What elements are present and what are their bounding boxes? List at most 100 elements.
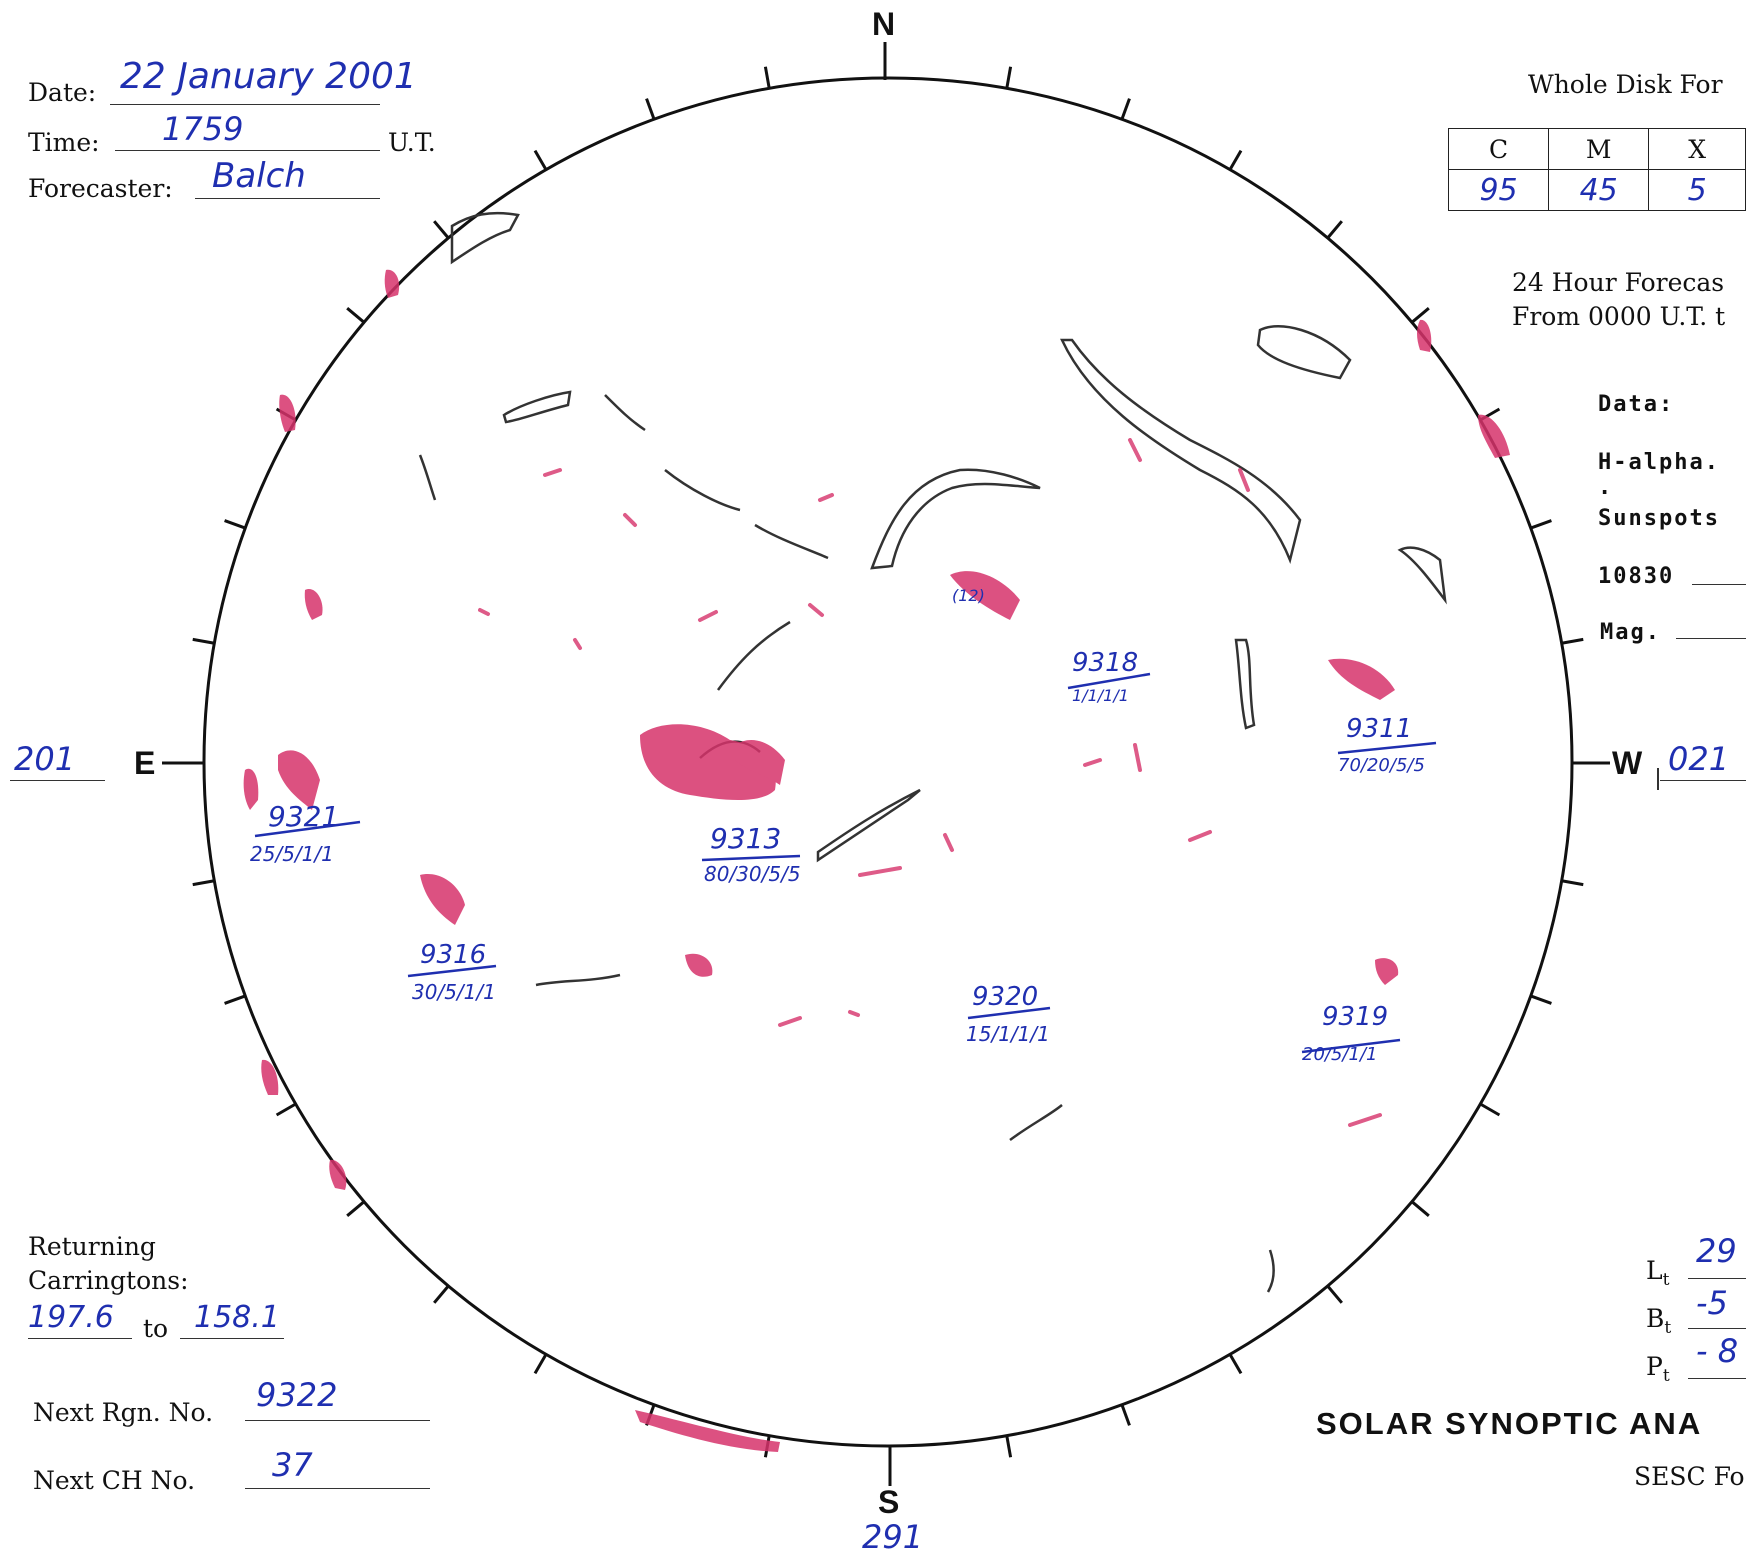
- filament-curve-3: [1009, 1104, 1063, 1142]
- bt-value: -5: [1696, 1284, 1728, 1322]
- limb-tick: [1530, 519, 1552, 530]
- plage-dash: [543, 468, 562, 477]
- limb-tick: [1228, 1353, 1243, 1375]
- plage-limb-south: [635, 1410, 780, 1452]
- forecaster-label: Forecaster:: [28, 174, 173, 203]
- limb-tick: [1005, 1435, 1013, 1458]
- filament-curve-2: [535, 973, 621, 987]
- limb-tick: [192, 637, 215, 645]
- compass-south: S: [878, 1484, 900, 1520]
- region-9318-probs: 1/1/1/1: [1072, 686, 1129, 705]
- plage-9321b: [243, 768, 259, 810]
- returning-to-label: to: [143, 1314, 169, 1343]
- filament-dark-1: [604, 394, 646, 432]
- filament-dark-3: [754, 523, 829, 560]
- plage-dash: [1348, 1113, 1382, 1127]
- he10830-label: 10830: [1598, 564, 1675, 589]
- limb-tick: [1228, 149, 1243, 171]
- limb-tick: [1411, 1200, 1430, 1217]
- plage-9311: [1328, 658, 1395, 700]
- filament-west: [1397, 546, 1447, 605]
- filament-nw-small: [418, 454, 437, 501]
- limb-tick: [1411, 307, 1430, 324]
- limb-tick: [346, 1200, 365, 1217]
- region-9319-number: 9319: [1322, 1002, 1389, 1032]
- next-region-value: 9322: [256, 1376, 338, 1414]
- plage-dash: [808, 603, 824, 617]
- plage-9321: [278, 750, 320, 810]
- region-9311-underline: [1337, 741, 1437, 755]
- region-9319-probs: 20/5/1/1: [1302, 1044, 1378, 1065]
- plage-limb-6: [329, 1159, 347, 1190]
- forecast-box-title: Whole Disk For: [1528, 70, 1723, 99]
- footer-subtitle: SESC Fo: [1634, 1462, 1745, 1491]
- region-9318-number: 9318: [1072, 648, 1139, 678]
- plage-dash: [573, 638, 582, 650]
- limb-tick: [433, 1285, 450, 1304]
- plage-dash: [698, 610, 718, 622]
- limb-tick: [1120, 98, 1131, 120]
- filament-mid: [716, 620, 791, 691]
- plage-limb-2: [279, 394, 296, 432]
- halpha-label: H-alpha. .: [1598, 450, 1720, 500]
- col-m-header: M: [1548, 128, 1650, 170]
- region-9320-probs: 15/1/1/1: [966, 1022, 1050, 1046]
- plage-dash: [1238, 468, 1250, 492]
- region-9316-underline: [407, 964, 497, 978]
- forecast-note-line2: From 0000 U.T. t: [1512, 302, 1726, 331]
- limb-tick: [433, 220, 450, 239]
- limb-tick: [1005, 66, 1013, 89]
- plage-limb-1: [384, 269, 400, 298]
- returning-label-2: Carringtons:: [28, 1266, 189, 1295]
- region-9311-probs: 70/20/5/5: [1338, 755, 1425, 776]
- pt-letter: P: [1646, 1352, 1663, 1381]
- limb-tick: [192, 879, 215, 887]
- col-x-header: X: [1648, 128, 1746, 170]
- data-label: Data:: [1598, 392, 1675, 417]
- plage-9318: [950, 571, 1020, 620]
- limb-tick: [346, 307, 365, 324]
- bt-subscript: t: [1664, 1318, 1672, 1338]
- time-value: 1759: [162, 110, 244, 148]
- limb-tick: [1479, 1102, 1501, 1117]
- filament-small-3: [450, 211, 520, 265]
- date-label: Date:: [28, 78, 97, 107]
- limb-tick: [1326, 220, 1343, 239]
- bt-letter: B: [1646, 1304, 1665, 1333]
- col-c-header: C: [1447, 128, 1550, 170]
- limb-tick: [1120, 1404, 1131, 1426]
- filaments: [418, 211, 1447, 1293]
- lt-value: 29: [1696, 1232, 1737, 1270]
- plage-limb-3: [1417, 319, 1432, 352]
- south-longitude-value: 291: [862, 1518, 924, 1556]
- plage-fragments: [478, 438, 1382, 1127]
- filament-arc-center: [870, 468, 1041, 570]
- region-9321-probs: 25/5/1/1: [250, 842, 334, 866]
- plage-dash: [778, 1016, 802, 1027]
- pt-subscript: t: [1662, 1366, 1670, 1386]
- returning-from-value: 197.6: [28, 1300, 114, 1335]
- flare-probability-table: C M X 95 45 5: [1447, 128, 1746, 211]
- plage-dash: [623, 513, 637, 527]
- next-region-label: Next Rgn. No.: [33, 1398, 214, 1427]
- plage-dash: [1133, 743, 1142, 772]
- filament-small-1: [1256, 325, 1352, 380]
- col-x-value: 5: [1648, 169, 1746, 211]
- region-underlines: [254, 672, 1437, 1054]
- limb-tick: [224, 994, 246, 1005]
- plage-dash: [478, 608, 490, 616]
- limb-tick: [533, 1353, 548, 1375]
- region-9311-number: 9311: [1346, 714, 1413, 744]
- region-9321-number: 9321: [268, 800, 340, 833]
- west-longitude-value: 021: [1668, 740, 1730, 778]
- region-9321-underline: [254, 820, 361, 838]
- plage-9316: [420, 874, 465, 925]
- time-label: Time:: [28, 128, 100, 157]
- compass-east: E: [134, 745, 156, 781]
- returning-label-1: Returning: [28, 1232, 156, 1261]
- plage-dash: [848, 1010, 860, 1017]
- region-9313-number: 9313: [710, 822, 782, 855]
- limb-tick: [1561, 637, 1584, 645]
- limb-tick: [763, 66, 771, 89]
- plage-dash: [858, 866, 902, 877]
